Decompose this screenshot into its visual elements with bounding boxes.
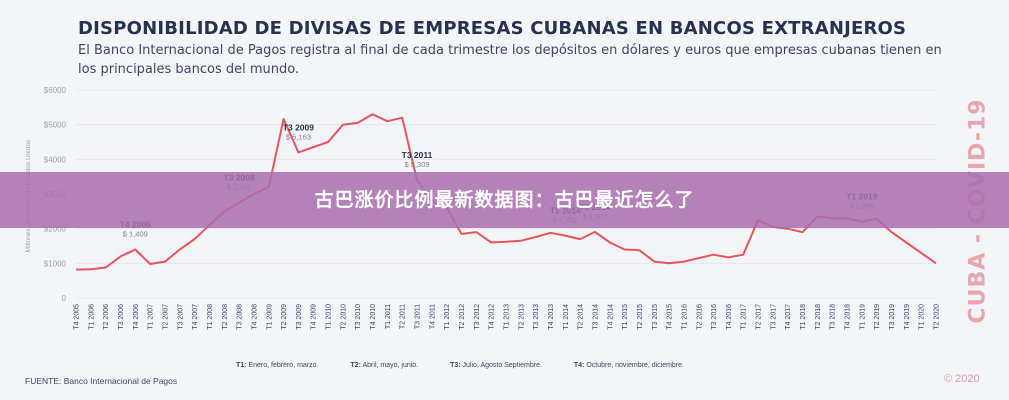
x-tick-label: T3 2015 bbox=[652, 304, 659, 330]
x-tick-label: T3 2018 bbox=[830, 304, 837, 330]
legend-label: Octubre, noviembre, diciembre. bbox=[586, 362, 684, 369]
legend-label: Julio, Agosto Septiembre. bbox=[462, 362, 542, 369]
x-tick-label: T1 2017 bbox=[741, 304, 748, 330]
x-tick-label: T4 2008 bbox=[251, 304, 258, 330]
x-tick-label: T4 2017 bbox=[785, 304, 792, 330]
x-tick-label: T2 2011 bbox=[400, 304, 407, 329]
x-tick-label: T2 2018 bbox=[815, 304, 822, 330]
x-tick-label: T3 2019 bbox=[889, 304, 896, 330]
x-tick-label: T1 2007 bbox=[148, 304, 155, 330]
x-tick-label: T2 2009 bbox=[281, 304, 288, 330]
x-tick-label: T1 2009 bbox=[266, 304, 273, 330]
x-tick-label: T2 2017 bbox=[756, 304, 763, 330]
x-tick-label: T4 2009 bbox=[311, 304, 318, 330]
x-tick-label: T1 2018 bbox=[800, 304, 807, 330]
x-tick-label: T2 2015 bbox=[637, 304, 644, 330]
chart-title: DISPONIBILIDAD DE DIVISAS DE EMPRESAS CU… bbox=[78, 18, 907, 39]
x-tick-label: T1 2012 bbox=[444, 304, 451, 330]
source-note: FUENTE: Banco Internacional de Pagos bbox=[25, 376, 178, 386]
y-tick-label: $1000 bbox=[44, 259, 67, 268]
x-tick-label: T3 2008 bbox=[237, 304, 244, 330]
legend-item-t4: T4: Octubre, noviembre, diciembre. bbox=[574, 362, 684, 369]
x-tick-label: T2 2019 bbox=[874, 304, 881, 330]
x-tick-label: T4 2012 bbox=[489, 304, 496, 330]
x-tick-label: T2 2006 bbox=[103, 304, 110, 330]
annotation-label: T3 2011 bbox=[402, 150, 433, 160]
x-tick-label: T4 2007 bbox=[192, 304, 199, 330]
x-tick-label: T2 2020 bbox=[934, 304, 941, 330]
y-tick-label: $5000 bbox=[44, 121, 67, 130]
x-tick-label: T4 2006 bbox=[133, 304, 140, 330]
x-tick-label: T2 2014 bbox=[578, 304, 585, 330]
y-tick-label: $6000 bbox=[44, 86, 67, 95]
x-tick-label: T4 2018 bbox=[845, 304, 852, 330]
chart-subtitle: El Banco Internacional de Pagos registra… bbox=[78, 43, 942, 77]
x-tick-label: T4 2014 bbox=[607, 304, 614, 330]
x-tick-label: T1 2006 bbox=[88, 304, 95, 330]
x-tick-label: T1 2010 bbox=[326, 304, 333, 330]
annotation-value: $ 5,309 bbox=[405, 160, 430, 169]
legend-item-t1: T1: Enero, febrero, marzo. bbox=[236, 362, 318, 369]
x-tick-label: T3 2017 bbox=[770, 304, 777, 330]
x-tick-label: T3 2006 bbox=[118, 304, 125, 330]
x-tick-label: T4 2005 bbox=[74, 304, 81, 330]
x-tick-label: T4 2011 bbox=[429, 304, 436, 329]
copyright-note: © 2020 bbox=[944, 373, 980, 385]
legend-item-t3: T3: Julio, Agosto Septiembre. bbox=[450, 362, 542, 369]
x-tick-label: T3 2007 bbox=[177, 304, 184, 330]
x-tick-label: T3 2013 bbox=[533, 304, 540, 330]
x-tick-label: T4 2015 bbox=[667, 304, 674, 330]
x-tick-label: T2 2007 bbox=[162, 304, 169, 330]
x-tick-label: T2 2012 bbox=[459, 304, 466, 330]
legend-item-t2: T2: Abril, mayo, junio. bbox=[350, 362, 418, 369]
overlay-banner: 古巴涨价比例最新数据图：古巴最近怎么了 bbox=[0, 172, 1009, 228]
x-tick-label: T1 2020 bbox=[919, 304, 926, 330]
x-tick-label: T3 2009 bbox=[296, 304, 303, 330]
quarter-legend: T1: Enero, febrero, marzo. T2: Abril, ma… bbox=[236, 362, 714, 369]
x-tick-label: T4 2019 bbox=[904, 304, 911, 330]
x-tick-label: T4 2010 bbox=[370, 304, 377, 330]
legend-code: T1: bbox=[236, 362, 247, 369]
x-tick-label: T2 2013 bbox=[518, 304, 525, 330]
x-tick-label: T1 2015 bbox=[622, 304, 629, 330]
y-tick-label: $4000 bbox=[44, 155, 67, 164]
legend-code: T2: bbox=[350, 362, 361, 369]
x-tick-label: T3 2012 bbox=[474, 304, 481, 330]
x-tick-label: T1 2011 bbox=[385, 304, 392, 329]
x-tick-label: T4 2013 bbox=[548, 304, 555, 330]
x-tick-label: T1 2014 bbox=[563, 304, 570, 330]
x-tick-label: T1 2008 bbox=[207, 304, 214, 330]
x-tick-label: T1 2013 bbox=[504, 304, 511, 330]
x-tick-label: T2 2016 bbox=[696, 304, 703, 330]
x-tick-label: T2 2008 bbox=[222, 304, 229, 330]
banner-text: 古巴涨价比例最新数据图：古巴最近怎么了 bbox=[314, 189, 695, 211]
x-tick-label: T3 2011 bbox=[415, 304, 422, 329]
annotation-value: $ 5,163 bbox=[286, 132, 311, 141]
y-tick-label: 0 bbox=[62, 294, 67, 303]
x-tick-label: T1 2019 bbox=[859, 304, 866, 330]
x-tick-label: T2 2010 bbox=[340, 304, 347, 330]
annotation-value: $ 1,409 bbox=[123, 229, 148, 238]
x-tick-label: T3 2016 bbox=[711, 304, 718, 330]
y-tick-label: $2000 bbox=[44, 225, 67, 234]
x-tick-label: T1 2016 bbox=[681, 304, 688, 330]
annotation-label: T3 2009 bbox=[283, 122, 314, 132]
x-tick-label: T4 2016 bbox=[726, 304, 733, 330]
legend-code: T4: bbox=[573, 362, 585, 369]
legend-label: Abril, mayo, junio. bbox=[362, 362, 419, 369]
x-tick-label: T3 2014 bbox=[592, 304, 599, 330]
x-tick-label: T3 2010 bbox=[355, 304, 362, 330]
legend-code: T3: bbox=[450, 362, 461, 369]
legend-label: Enero, febrero, marzo. bbox=[248, 362, 319, 369]
